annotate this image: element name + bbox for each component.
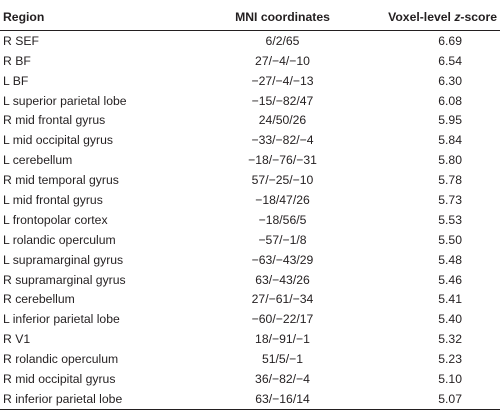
cell-region: L BF	[3, 73, 29, 88]
cell-region: R rolandic operculum	[3, 352, 119, 367]
cell-mni-coordinates: −27/−4/−13	[251, 73, 314, 88]
table-row: R mid occipital gyrus 36/−82/−4 5.10	[0, 369, 500, 389]
table-row: L mid frontal gyrus −18/47/26 5.73	[0, 190, 500, 210]
cell-zscore: 5.41	[438, 292, 462, 307]
cell-mni-coordinates: 63/−43/26	[255, 272, 310, 287]
cell-mni-coordinates: −15/−82/47	[251, 93, 314, 108]
cell-mni-coordinates: −60/−22/17	[251, 312, 314, 327]
table-row: L inferior parietal lobe −60/−22/17 5.40	[0, 309, 500, 329]
table-row: L mid occipital gyrus −33/−82/−4 5.84	[0, 130, 500, 150]
cell-region: L inferior parietal lobe	[3, 312, 120, 327]
cell-zscore: 5.95	[438, 113, 462, 128]
table-row: L rolandic operculum −57/−1/8 5.50	[0, 230, 500, 250]
cell-mni-coordinates: 24/50/26	[258, 113, 307, 128]
cell-region: L frontopolar cortex	[3, 212, 108, 227]
cell-mni-coordinates: −18/−76/−31	[248, 153, 317, 168]
cell-zscore: 6.69	[438, 33, 462, 48]
cell-mni-coordinates: 57/−25/−10	[251, 173, 314, 188]
header-mni-coordinates: MNI coordinates	[185, 4, 350, 31]
cell-region: L cerebellum	[3, 153, 73, 168]
cell-mni-coordinates: −63/−43/29	[251, 252, 314, 267]
table-row: R V1 18/−91/−1 5.32	[0, 329, 500, 349]
header-region-label: Region	[3, 10, 45, 24]
cell-mni-coordinates: 63/−16/14	[185, 389, 350, 410]
cell-mni-coordinates: −18/47/26	[255, 192, 310, 207]
cell-zscore: 5.78	[438, 173, 462, 188]
table-row: R mid temporal gyrus 57/−25/−10 5.78	[0, 170, 500, 190]
cell-zscore: 5.80	[438, 153, 462, 168]
cell-mni-coordinates: 6/2/65	[265, 33, 300, 48]
cell-region: R inferior parietal lobe	[0, 389, 185, 410]
cell-mni-coordinates: 51/5/−1	[261, 352, 303, 367]
table-row: L cerebellum −18/−76/−31 5.80	[0, 150, 500, 170]
header-zscore-suffix: -score	[460, 10, 497, 24]
cell-mni-coordinates: 18/−91/−1	[255, 332, 310, 347]
header-zscore-italic: z	[454, 10, 461, 24]
cell-zscore: 6.54	[438, 53, 462, 68]
table-row: R inferior parietal lobe 63/−16/14 5.07	[0, 389, 500, 410]
cell-mni-coordinates: −57/−1/8	[258, 232, 307, 247]
cell-zscore: 5.40	[438, 312, 462, 327]
cell-region: R BF	[3, 53, 31, 68]
cell-region: R SEF	[3, 33, 39, 48]
cell-mni-coordinates: 27/−61/−34	[251, 292, 314, 307]
cell-region: L supramarginal gyrus	[3, 252, 124, 267]
cell-mni-coordinates: −33/−82/−4	[251, 133, 314, 148]
cell-zscore: 5.23	[438, 352, 462, 367]
header-zscore: Voxel-level z-score	[350, 4, 500, 31]
cell-zscore: 5.84	[438, 133, 462, 148]
header-coords-label: MNI coordinates	[235, 10, 330, 24]
table-row: R rolandic operculum 51/5/−1 5.23	[0, 349, 500, 369]
table-header-row: Region MNI coordinates Voxel-level z-sco…	[0, 4, 500, 31]
cell-zscore: 5.73	[438, 192, 462, 207]
cell-region: L mid occipital gyrus	[3, 133, 113, 148]
table-row: L frontopolar cortex −18/56/5 5.53	[0, 210, 500, 230]
cell-zscore: 6.30	[438, 73, 462, 88]
cell-zscore: 5.53	[438, 212, 462, 227]
table-row: L superior parietal lobe −15/−82/47 6.08	[0, 91, 500, 111]
cell-region: R cerebellum	[3, 292, 75, 307]
header-region: Region	[0, 4, 185, 31]
table-row: L BF −27/−4/−13 6.30	[0, 71, 500, 91]
cell-mni-coordinates: 27/−4/−10	[255, 53, 310, 68]
cell-region: R V1	[3, 332, 31, 347]
mni-results-table: Region MNI coordinates Voxel-level z-sco…	[0, 4, 500, 410]
cell-zscore: 5.07	[350, 389, 500, 410]
table-row: L supramarginal gyrus −63/−43/29 5.48	[0, 250, 500, 270]
cell-region: R supramarginal gyrus	[3, 272, 126, 287]
cell-region: R mid temporal gyrus	[3, 173, 119, 188]
cell-mni-coordinates: −18/56/5	[258, 212, 307, 227]
table-row: R cerebellum 27/−61/−34 5.41	[0, 290, 500, 310]
cell-zscore: 6.08	[438, 93, 462, 108]
cell-zscore: 5.50	[438, 232, 462, 247]
cell-region: R mid occipital gyrus	[3, 371, 116, 386]
cell-zscore: 5.32	[438, 332, 462, 347]
cell-region: R mid frontal gyrus	[3, 113, 106, 128]
table-row: R mid frontal gyrus 24/50/26 5.95	[0, 111, 500, 131]
cell-region: L superior parietal lobe	[3, 93, 127, 108]
table-body: R SEF 6/2/65 6.69 R BF 27/−4/−10 6.54 L BF −27/…	[0, 31, 500, 410]
cell-zscore: 5.46	[438, 272, 462, 287]
cell-zscore: 5.10	[438, 371, 462, 386]
cell-region: L rolandic operculum	[3, 232, 116, 247]
table-row: R BF 27/−4/−10 6.54	[0, 51, 500, 71]
header-zscore-prefix: Voxel-level	[388, 10, 455, 24]
table-row: R supramarginal gyrus 63/−43/26 5.46	[0, 270, 500, 290]
cell-region: L mid frontal gyrus	[3, 192, 103, 207]
cell-mni-coordinates: 36/−82/−4	[255, 371, 310, 386]
table-row: R SEF 6/2/65 6.69	[0, 31, 500, 51]
cell-zscore: 5.48	[438, 252, 462, 267]
